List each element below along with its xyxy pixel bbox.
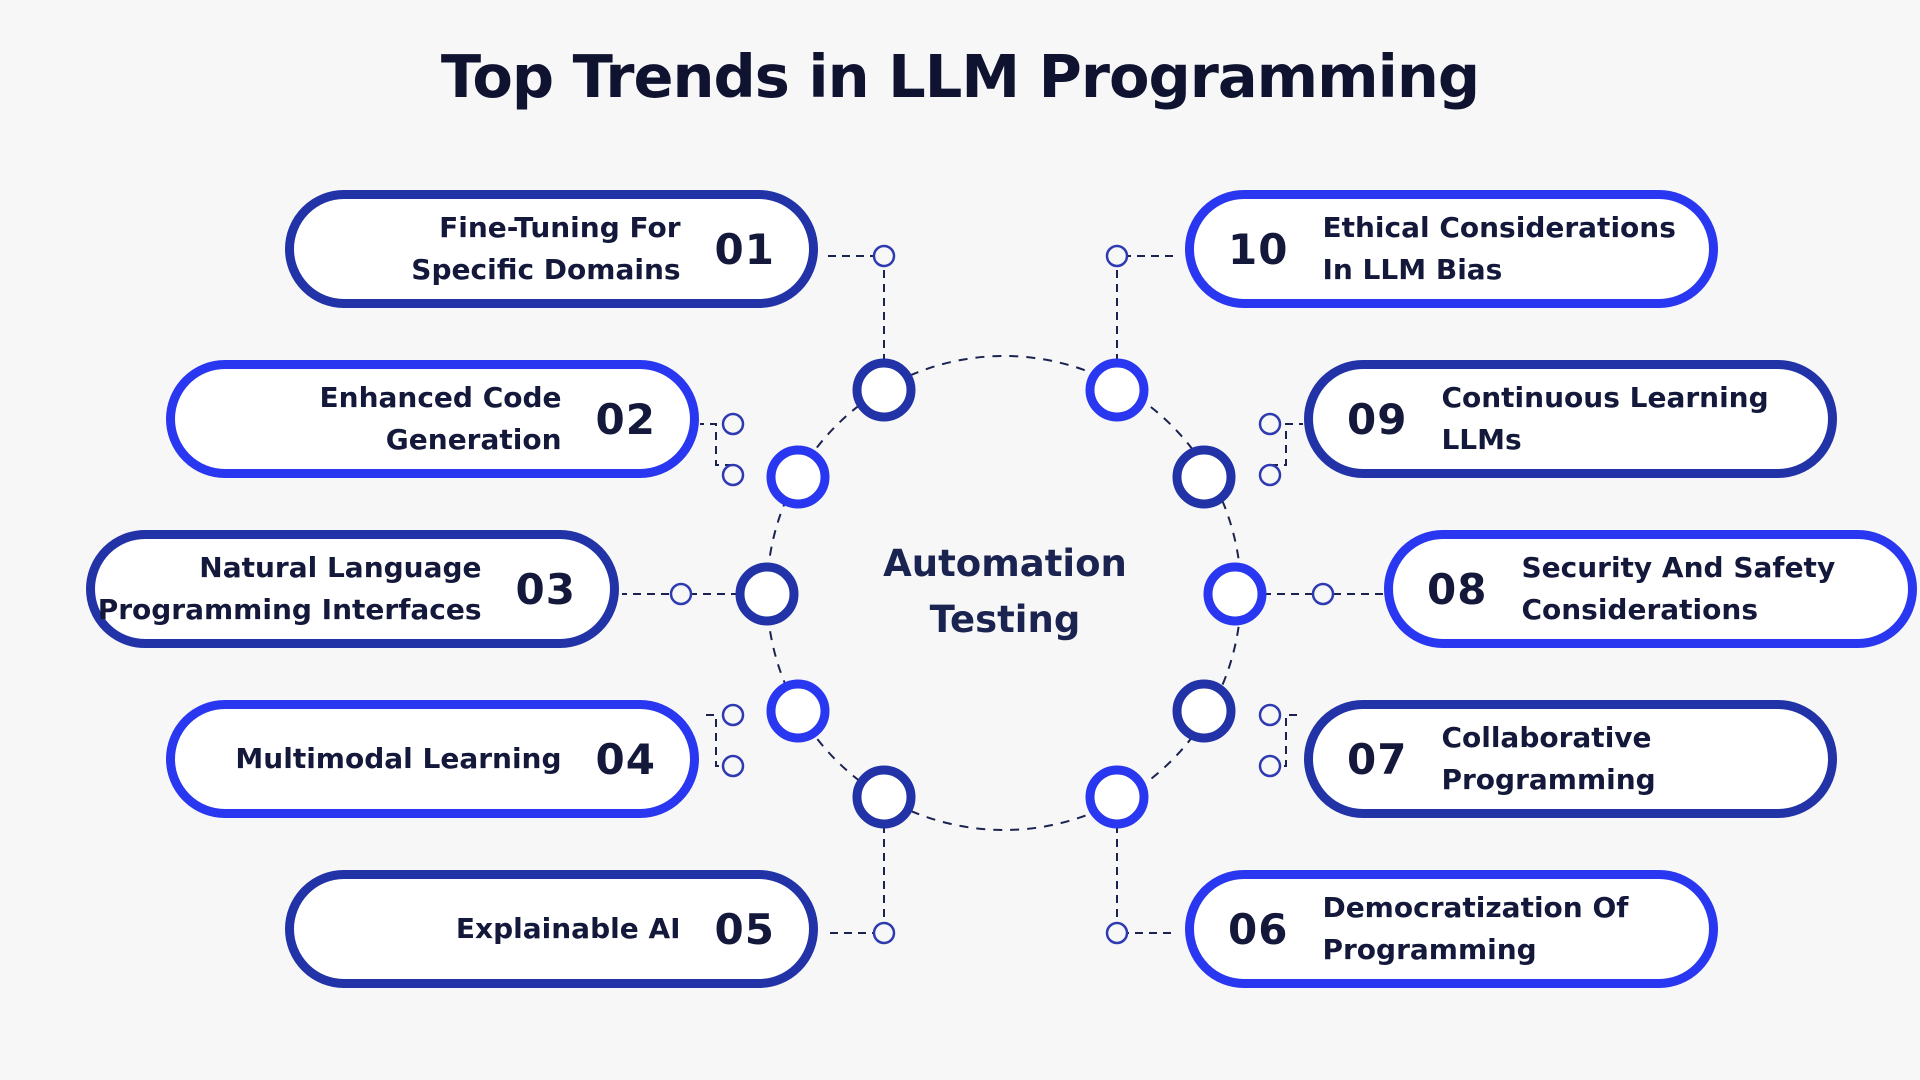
trend-04-number: 04 <box>595 734 656 784</box>
trend-09-card: 09 Continuous Learning LLMs <box>1304 360 1837 478</box>
hub-node-10 <box>1085 358 1149 422</box>
trend-07-number: 07 <box>1347 734 1408 784</box>
connector-05 <box>826 825 885 934</box>
connector-dot-04-0 <box>721 703 745 727</box>
trend-06-label: Democratization Of Programming <box>1322 891 1629 966</box>
trend-10-label: Ethical Considerations In LLM Bias <box>1322 211 1676 286</box>
trend-03-card: Natural Language Programming Interfaces … <box>86 530 619 648</box>
trend-04-label: Multimodal Learning <box>235 742 562 775</box>
trend-08-label: Security And Safety Considerations <box>1521 551 1836 626</box>
trend-07-card: 07 Collaborative Programming <box>1304 700 1837 818</box>
connector-lines <box>622 244 1384 945</box>
connector-dot-02-0 <box>721 412 745 436</box>
trend-08-number: 08 <box>1427 564 1488 614</box>
center-label: Automation Testing <box>845 536 1165 648</box>
trend-10-card: 10 Ethical Considerations In LLM Bias <box>1185 190 1718 308</box>
connector-dot-09-0 <box>1258 412 1282 436</box>
trend-06-card: 06 Democratization Of Programming <box>1185 870 1718 988</box>
connector-04 <box>700 714 733 767</box>
trend-01-card: Fine-Tuning For Specific Domains 01 <box>285 190 818 308</box>
hub-node-09 <box>1172 445 1236 509</box>
trend-05-card: Explainable AI 05 <box>285 870 818 988</box>
connector-dot-01-0 <box>872 244 896 268</box>
trend-09-number: 09 <box>1347 394 1408 444</box>
hub-node-03 <box>735 562 799 626</box>
connector-dot-06-0 <box>1105 921 1129 945</box>
trend-08-card: 08 Security And Safety Considerations <box>1384 530 1917 648</box>
hub-node-05 <box>852 765 916 829</box>
connector-01 <box>826 255 885 362</box>
trend-04-card: Multimodal Learning 04 <box>166 700 699 818</box>
hub-node-01 <box>852 358 916 422</box>
connector-dot-07-0 <box>1258 703 1282 727</box>
center-label-line2: Testing <box>929 598 1081 641</box>
connector-09 <box>1270 423 1303 466</box>
trend-05-number: 05 <box>714 904 775 954</box>
connector-10 <box>1116 255 1176 362</box>
trend-01-label: Fine-Tuning For Specific Domains <box>411 211 681 286</box>
hub-node-07 <box>1172 679 1236 743</box>
connector-dot-08-0 <box>1311 582 1335 606</box>
trend-07-label: Collaborative Programming <box>1441 721 1656 796</box>
connector-dot-02-1 <box>721 463 745 487</box>
hub-node-08 <box>1203 562 1267 626</box>
trend-05-label: Explainable AI <box>455 912 681 945</box>
connector-dot-04-1 <box>721 754 745 778</box>
hub-nodes <box>735 358 1267 829</box>
trend-02-number: 02 <box>595 394 656 444</box>
trend-06-number: 06 <box>1228 904 1289 954</box>
connector-dot-09-1 <box>1258 463 1282 487</box>
connector-dot-03-0 <box>669 582 693 606</box>
trend-09-label: Continuous Learning LLMs <box>1441 381 1769 456</box>
connector-06 <box>1116 825 1176 934</box>
connector-dot-07-1 <box>1258 754 1282 778</box>
center-label-line1: Automation <box>883 542 1127 585</box>
trend-02-card: Enhanced Code Generation 02 <box>166 360 699 478</box>
trend-03-number: 03 <box>515 564 576 614</box>
trend-02-label: Enhanced Code Generation <box>319 381 562 456</box>
connector-dot-05-0 <box>872 921 896 945</box>
page-title: Top Trends in LLM Programming <box>440 42 1480 111</box>
hub-node-02 <box>766 445 830 509</box>
trend-03-label: Natural Language Programming Interfaces <box>97 551 482 626</box>
hub-node-04 <box>766 679 830 743</box>
trend-01-number: 01 <box>714 224 775 274</box>
trend-10-number: 10 <box>1228 224 1289 274</box>
connector-dot-10-0 <box>1105 244 1129 268</box>
hub-node-06 <box>1085 765 1149 829</box>
